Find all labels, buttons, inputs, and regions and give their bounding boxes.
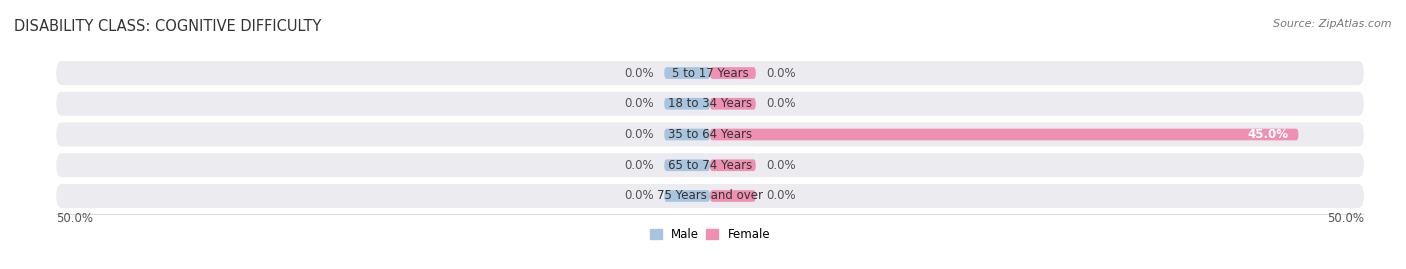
Text: 0.0%: 0.0% (624, 159, 654, 172)
Text: 0.0%: 0.0% (766, 97, 796, 110)
FancyBboxPatch shape (710, 129, 1298, 140)
Text: Source: ZipAtlas.com: Source: ZipAtlas.com (1274, 19, 1392, 29)
Text: 0.0%: 0.0% (766, 66, 796, 80)
Text: 65 to 74 Years: 65 to 74 Years (668, 159, 752, 172)
Text: 75 Years and over: 75 Years and over (657, 189, 763, 203)
Text: 50.0%: 50.0% (1327, 212, 1364, 225)
FancyBboxPatch shape (56, 184, 1364, 208)
Text: DISABILITY CLASS: COGNITIVE DIFFICULTY: DISABILITY CLASS: COGNITIVE DIFFICULTY (14, 19, 322, 34)
Text: 0.0%: 0.0% (624, 97, 654, 110)
Text: 35 to 64 Years: 35 to 64 Years (668, 128, 752, 141)
FancyBboxPatch shape (664, 129, 710, 140)
FancyBboxPatch shape (710, 67, 756, 79)
FancyBboxPatch shape (56, 92, 1364, 116)
Text: 0.0%: 0.0% (766, 159, 796, 172)
FancyBboxPatch shape (664, 67, 710, 79)
FancyBboxPatch shape (710, 160, 756, 171)
Text: 50.0%: 50.0% (56, 212, 93, 225)
FancyBboxPatch shape (56, 153, 1364, 177)
Legend: Male, Female: Male, Female (645, 223, 775, 246)
FancyBboxPatch shape (710, 190, 756, 202)
Text: 0.0%: 0.0% (624, 189, 654, 203)
FancyBboxPatch shape (56, 122, 1364, 147)
FancyBboxPatch shape (710, 98, 756, 109)
Text: 5 to 17 Years: 5 to 17 Years (672, 66, 748, 80)
FancyBboxPatch shape (56, 61, 1364, 85)
Text: 45.0%: 45.0% (1247, 128, 1288, 141)
Text: 0.0%: 0.0% (624, 66, 654, 80)
Text: 0.0%: 0.0% (766, 189, 796, 203)
FancyBboxPatch shape (664, 98, 710, 109)
FancyBboxPatch shape (664, 160, 710, 171)
Text: 0.0%: 0.0% (624, 128, 654, 141)
FancyBboxPatch shape (664, 190, 710, 202)
Text: 18 to 34 Years: 18 to 34 Years (668, 97, 752, 110)
